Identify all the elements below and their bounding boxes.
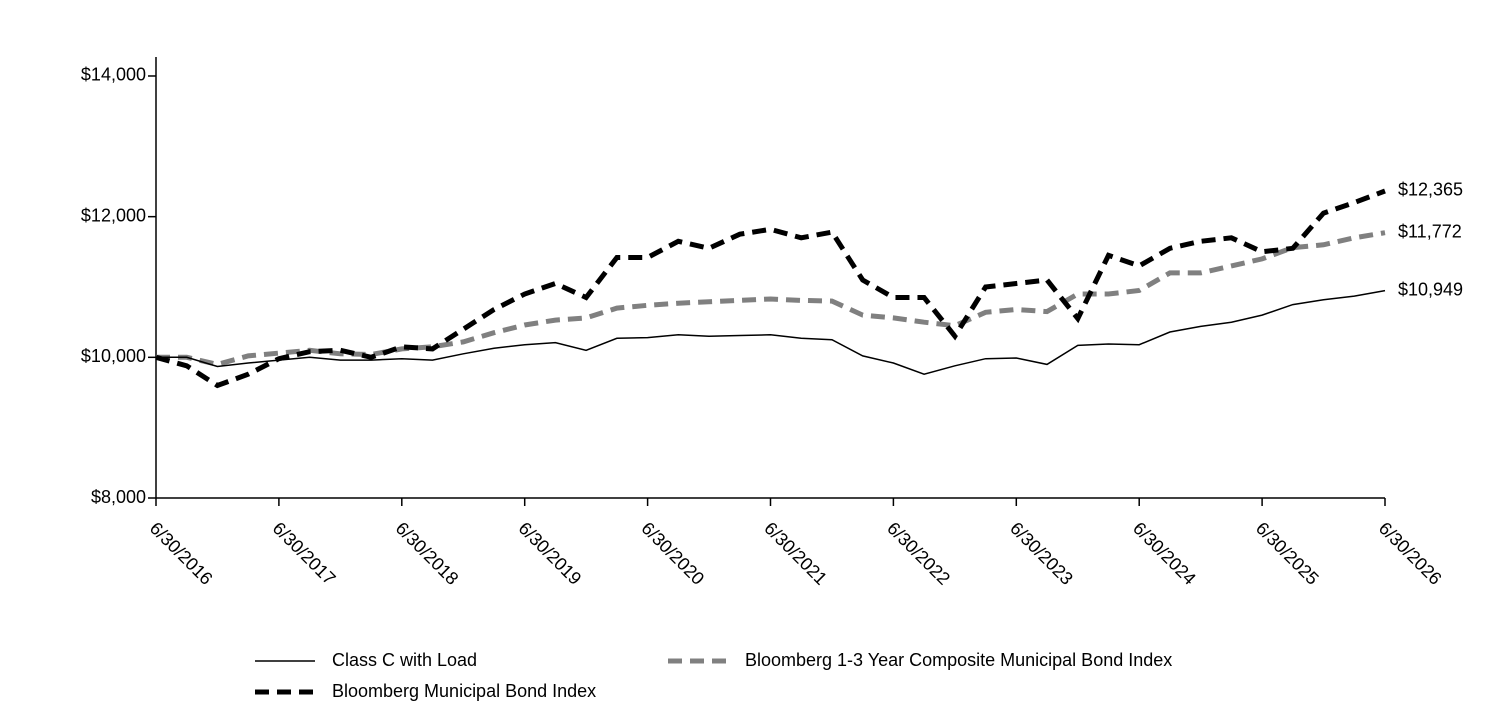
x-tick-label: 6/30/2024 <box>1129 518 1200 589</box>
x-tick-label: 6/30/2025 <box>1252 518 1323 589</box>
x-tick-label: 6/30/2023 <box>1006 518 1077 589</box>
end-label: $10,949 <box>1398 279 1463 299</box>
x-tick-label: 6/30/2021 <box>760 518 831 589</box>
x-tick-label: 6/30/2026 <box>1375 518 1446 589</box>
legend-label: Bloomberg Municipal Bond Index <box>332 681 596 701</box>
x-tick-label: 6/30/2019 <box>515 518 586 589</box>
y-tick-label: $8,000 <box>91 487 146 507</box>
y-tick-label: $14,000 <box>81 65 146 85</box>
legend-label: Bloomberg 1-3 Year Composite Municipal B… <box>745 650 1172 670</box>
series-line <box>156 230 1386 367</box>
x-tick-label: 6/30/2017 <box>269 518 340 589</box>
legend-label: Class C with Load <box>332 650 477 670</box>
y-tick-label: $10,000 <box>81 346 146 366</box>
end-label: $11,772 <box>1398 221 1462 241</box>
end-label: $12,365 <box>1398 180 1463 200</box>
y-tick-label: $12,000 <box>81 205 146 225</box>
series-line <box>155 188 1386 389</box>
x-tick-label: 6/30/2020 <box>637 518 708 589</box>
x-tick-label: 6/30/2016 <box>146 518 217 589</box>
series-line <box>156 289 1386 375</box>
x-tick-label: 6/30/2018 <box>392 518 463 589</box>
x-tick-label: 6/30/2022 <box>883 518 954 589</box>
